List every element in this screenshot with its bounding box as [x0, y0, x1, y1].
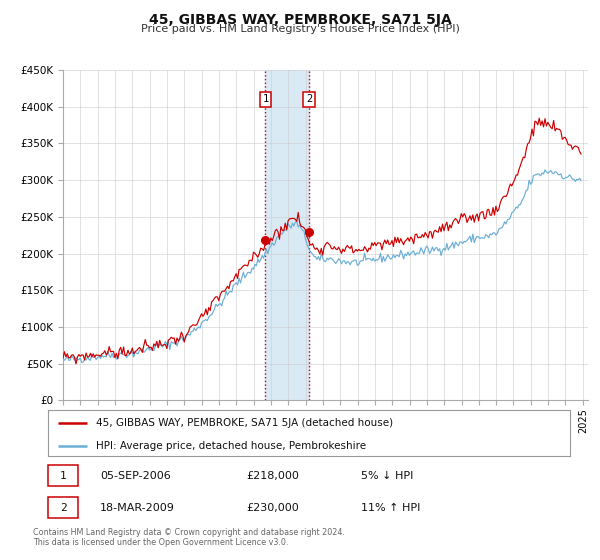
Text: HPI: Average price, detached house, Pembrokeshire: HPI: Average price, detached house, Pemb…	[96, 441, 366, 451]
Text: £230,000: £230,000	[247, 502, 299, 512]
Text: 2: 2	[60, 502, 67, 512]
Text: 45, GIBBAS WAY, PEMBROKE, SA71 5JA: 45, GIBBAS WAY, PEMBROKE, SA71 5JA	[149, 13, 451, 27]
FancyBboxPatch shape	[48, 465, 78, 486]
Text: 18-MAR-2009: 18-MAR-2009	[100, 502, 175, 512]
Text: 1: 1	[262, 95, 269, 104]
Text: Contains HM Land Registry data © Crown copyright and database right 2024.: Contains HM Land Registry data © Crown c…	[33, 528, 345, 536]
Text: 1: 1	[60, 470, 67, 480]
Text: Price paid vs. HM Land Registry's House Price Index (HPI): Price paid vs. HM Land Registry's House …	[140, 24, 460, 34]
Text: 05-SEP-2006: 05-SEP-2006	[100, 470, 171, 480]
Bar	[265, 70, 309, 400]
Text: 2: 2	[306, 95, 313, 104]
Text: 45, GIBBAS WAY, PEMBROKE, SA71 5JA (detached house): 45, GIBBAS WAY, PEMBROKE, SA71 5JA (deta…	[96, 418, 393, 428]
Text: £218,000: £218,000	[247, 470, 299, 480]
Text: 11% ↑ HPI: 11% ↑ HPI	[361, 502, 421, 512]
Text: 5% ↓ HPI: 5% ↓ HPI	[361, 470, 413, 480]
Text: This data is licensed under the Open Government Licence v3.0.: This data is licensed under the Open Gov…	[33, 538, 289, 547]
FancyBboxPatch shape	[48, 497, 78, 519]
